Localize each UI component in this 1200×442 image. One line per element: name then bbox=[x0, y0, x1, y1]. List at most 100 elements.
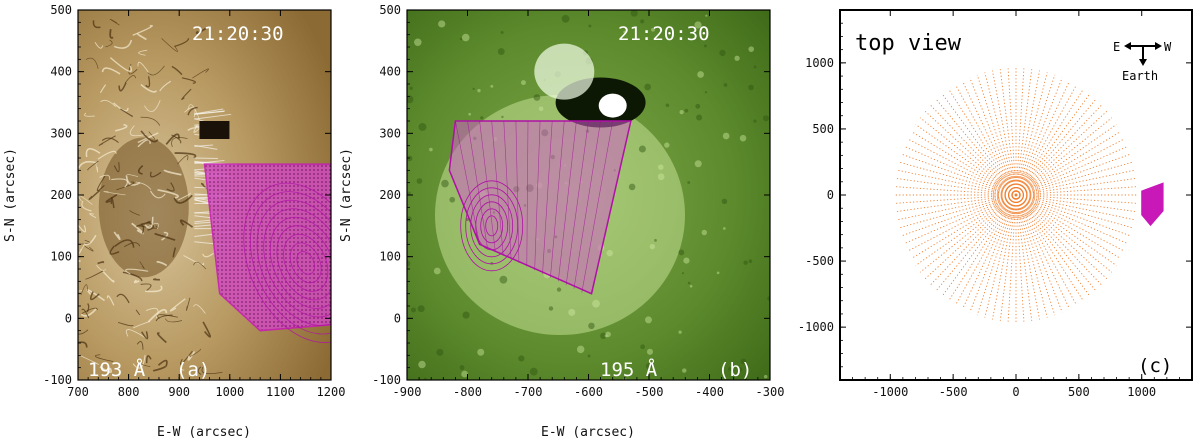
x-tick-label: -900 bbox=[393, 385, 422, 399]
mottle bbox=[411, 307, 417, 313]
mottle bbox=[407, 216, 412, 222]
loop-stroke bbox=[98, 135, 116, 146]
y-tick-label: 500 bbox=[812, 122, 834, 136]
mottle bbox=[722, 227, 726, 230]
x-tick-label: 1200 bbox=[317, 385, 346, 399]
loop-stroke bbox=[78, 290, 83, 292]
mottle bbox=[651, 27, 655, 32]
bright-core bbox=[598, 93, 627, 118]
loop-stroke bbox=[137, 32, 147, 41]
x-tick-label: -400 bbox=[695, 385, 724, 399]
model-ring bbox=[480, 208, 504, 244]
radial-line bbox=[969, 194, 1017, 313]
radial-line bbox=[984, 72, 1017, 196]
loop-stroke bbox=[105, 194, 118, 203]
loop-stroke bbox=[78, 341, 88, 348]
loop-stroke bbox=[140, 130, 159, 143]
mottle bbox=[763, 374, 768, 379]
radial-line bbox=[1015, 194, 1040, 320]
loop-stroke bbox=[94, 354, 114, 362]
mottle bbox=[640, 344, 645, 350]
mottle bbox=[436, 348, 444, 356]
panel-b: -900 -800 -700 -600 -500 -400 -300 -100 0 100 200 3… bbox=[339, 3, 784, 440]
compass: E W Earth bbox=[1113, 40, 1172, 83]
loop-stroke bbox=[172, 247, 177, 258]
loop-stroke bbox=[81, 308, 90, 319]
radial-line bbox=[1015, 94, 1090, 196]
mottle bbox=[576, 345, 585, 354]
mottle bbox=[605, 331, 611, 338]
mottle bbox=[459, 365, 465, 370]
mottle bbox=[721, 198, 728, 205]
mottle bbox=[694, 160, 702, 168]
loop-stroke bbox=[163, 169, 182, 176]
mottle bbox=[490, 84, 494, 88]
loop-stroke bbox=[187, 350, 196, 361]
loop-stroke bbox=[101, 137, 119, 143]
loop-stroke bbox=[147, 65, 165, 76]
loop-stroke bbox=[106, 295, 115, 306]
loop-stroke bbox=[109, 245, 120, 255]
mottle bbox=[500, 30, 504, 34]
radial-line bbox=[1015, 77, 1063, 196]
loop-stroke bbox=[78, 224, 87, 233]
loop-stroke bbox=[79, 244, 85, 254]
mottle bbox=[462, 311, 470, 319]
model-ring bbox=[460, 180, 524, 272]
loop-stroke bbox=[147, 308, 168, 323]
loop-stroke bbox=[187, 106, 198, 116]
loop-stroke bbox=[133, 279, 140, 284]
radial-line bbox=[1015, 99, 1096, 196]
mottle bbox=[665, 103, 670, 108]
loop-stroke bbox=[177, 192, 191, 201]
radial-line bbox=[1015, 194, 1056, 316]
loop-stroke bbox=[86, 289, 105, 302]
panel-b-model-rings bbox=[455, 120, 613, 293]
radial-line bbox=[924, 111, 1017, 196]
mottle bbox=[418, 122, 427, 131]
panel-c-tag: (c) bbox=[1138, 355, 1172, 377]
limb-streak bbox=[194, 113, 232, 120]
limb-streak bbox=[194, 144, 218, 150]
mottle bbox=[753, 119, 757, 123]
loop-stroke bbox=[109, 57, 132, 72]
loop-stroke bbox=[174, 38, 190, 48]
mottle bbox=[678, 249, 685, 256]
mottle bbox=[705, 14, 708, 17]
compass-earth-arrowhead bbox=[1139, 59, 1147, 66]
mottle bbox=[533, 94, 541, 101]
loop-stroke bbox=[85, 148, 101, 158]
mottle bbox=[561, 14, 570, 23]
dark-patch bbox=[199, 121, 230, 139]
loop-stroke bbox=[180, 362, 185, 371]
model-ring bbox=[249, 191, 331, 335]
radial-line bbox=[976, 194, 1017, 316]
radial-line bbox=[1015, 194, 1108, 279]
loop-stroke bbox=[118, 82, 127, 92]
x-tick-label: 700 bbox=[67, 385, 89, 399]
mottle bbox=[740, 358, 747, 365]
radial-line bbox=[992, 194, 1017, 320]
x-tick-label: -1000 bbox=[872, 385, 908, 399]
model-meridian bbox=[479, 120, 496, 252]
model-ring bbox=[289, 242, 322, 284]
compass-east-label: E bbox=[1113, 40, 1120, 54]
panel-b-timestamp: 21:20:30 bbox=[618, 23, 710, 45]
radial-line bbox=[1015, 194, 1090, 296]
loop-stroke bbox=[99, 174, 111, 181]
mottle bbox=[588, 322, 595, 330]
loop-stroke bbox=[193, 261, 207, 270]
radial-line bbox=[936, 194, 1017, 291]
loop-stroke bbox=[113, 102, 129, 112]
loop-stroke bbox=[135, 181, 152, 190]
mottle bbox=[529, 367, 538, 376]
mottle bbox=[449, 196, 456, 203]
loop-stroke bbox=[135, 309, 141, 316]
radial-line bbox=[1015, 70, 1040, 196]
limb-streak bbox=[194, 160, 225, 164]
center-ring bbox=[993, 172, 1039, 218]
radial-line bbox=[984, 194, 1017, 318]
x-tick-label: -600 bbox=[574, 385, 603, 399]
mottle bbox=[728, 367, 732, 371]
loop-stroke bbox=[161, 38, 178, 52]
